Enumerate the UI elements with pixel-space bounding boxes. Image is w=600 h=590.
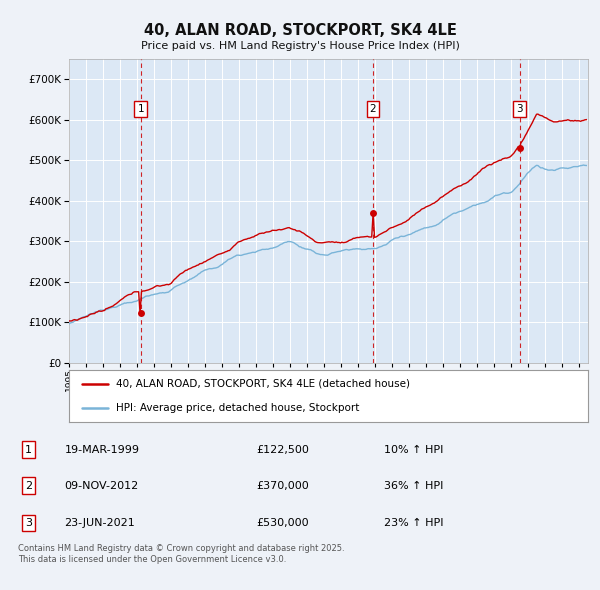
Text: 10% ↑ HPI: 10% ↑ HPI <box>385 445 444 454</box>
Text: £530,000: £530,000 <box>256 517 309 527</box>
Text: £122,500: £122,500 <box>256 445 310 454</box>
Text: 40, ALAN ROAD, STOCKPORT, SK4 4LE: 40, ALAN ROAD, STOCKPORT, SK4 4LE <box>143 23 457 38</box>
Text: 40, ALAN ROAD, STOCKPORT, SK4 4LE (detached house): 40, ALAN ROAD, STOCKPORT, SK4 4LE (detac… <box>116 379 410 389</box>
Text: 2: 2 <box>25 481 32 491</box>
Text: 23-JUN-2021: 23-JUN-2021 <box>64 517 135 527</box>
Text: HPI: Average price, detached house, Stockport: HPI: Average price, detached house, Stoc… <box>116 403 359 413</box>
Text: 2: 2 <box>370 104 376 114</box>
Text: 23% ↑ HPI: 23% ↑ HPI <box>385 517 444 527</box>
Text: Price paid vs. HM Land Registry's House Price Index (HPI): Price paid vs. HM Land Registry's House … <box>140 41 460 51</box>
Text: 36% ↑ HPI: 36% ↑ HPI <box>385 481 444 491</box>
Text: 3: 3 <box>25 517 32 527</box>
Text: £370,000: £370,000 <box>256 481 309 491</box>
Text: 19-MAR-1999: 19-MAR-1999 <box>64 445 139 454</box>
Text: 1: 1 <box>25 445 32 454</box>
Text: 09-NOV-2012: 09-NOV-2012 <box>64 481 139 491</box>
Text: 3: 3 <box>516 104 523 114</box>
Text: 1: 1 <box>137 104 144 114</box>
Text: Contains HM Land Registry data © Crown copyright and database right 2025.
This d: Contains HM Land Registry data © Crown c… <box>18 544 344 563</box>
